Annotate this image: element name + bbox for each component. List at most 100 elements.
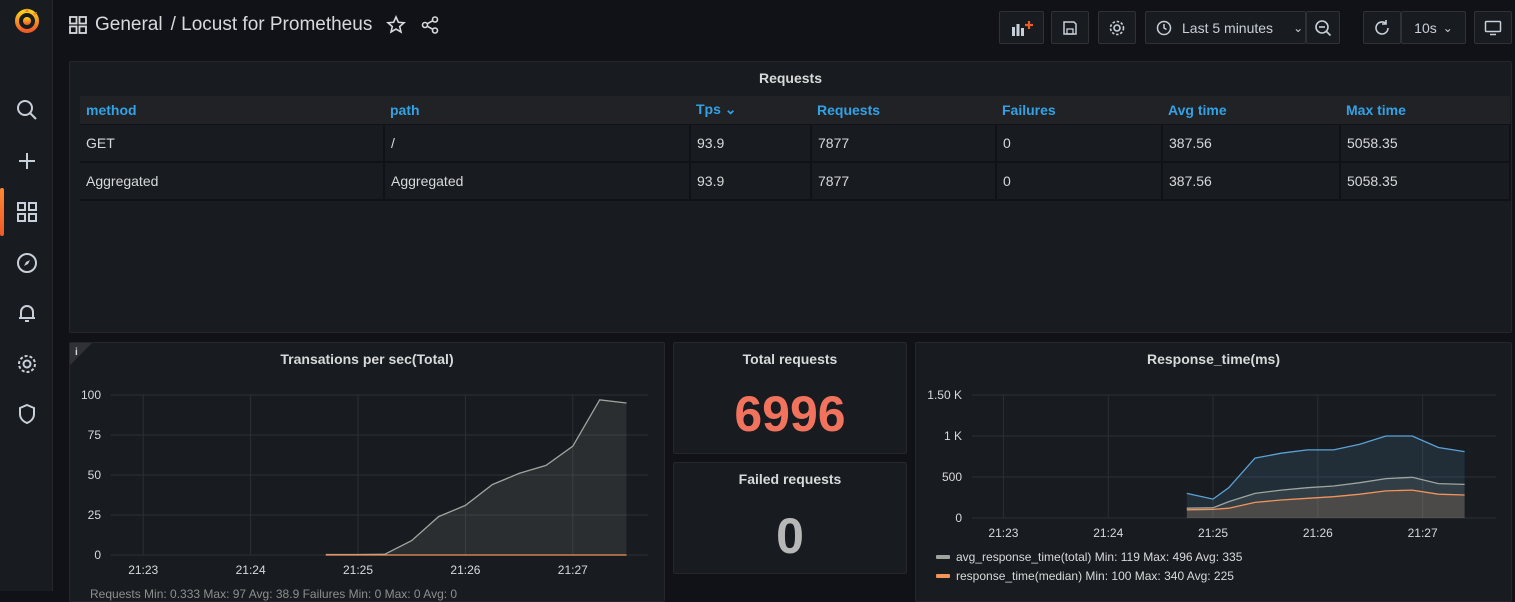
tv-mode-button[interactable] — [1474, 11, 1512, 44]
x-tick-label: 21:26 — [450, 563, 480, 577]
series-line — [1186, 476, 1465, 509]
grafana-logo-icon[interactable] — [13, 6, 41, 34]
series-area — [1186, 490, 1465, 518]
column-header-max-time[interactable]: Max time — [1340, 96, 1510, 125]
search-icon[interactable] — [14, 97, 40, 123]
panel-title[interactable]: Requests — [758, 70, 823, 86]
table-cell: 5058.35 — [1340, 162, 1511, 201]
time-range-picker[interactable]: Last 5 minutes ⌄ — [1145, 11, 1306, 44]
legend-label: response_time(median) Min: 100 Max: 340 … — [956, 569, 1234, 583]
refresh-interval-picker[interactable]: 10s ⌄ — [1401, 11, 1466, 44]
column-header-method[interactable]: method — [80, 96, 384, 125]
panel-title[interactable]: Response_time(ms) — [1146, 351, 1281, 367]
dashboard-settings-button[interactable] — [1098, 11, 1136, 44]
monitor-icon — [1484, 20, 1502, 35]
plus-icon[interactable] — [14, 148, 40, 174]
x-tick-label: 21:24 — [236, 563, 266, 577]
top-navbar: General / Locust for Prometheus Last 5 m… — [53, 0, 1515, 56]
zoom-out-button[interactable] — [1306, 11, 1340, 44]
series-line — [325, 399, 627, 556]
dashboard-grid-icon — [69, 16, 87, 34]
refresh-interval-label: 10s — [1414, 19, 1437, 36]
panel-title[interactable]: Failed requests — [738, 471, 842, 487]
x-tick-label: 21:25 — [343, 563, 373, 577]
refresh-button[interactable] — [1363, 11, 1401, 44]
series-line — [1186, 435, 1465, 500]
legend-partial: Requests Min: 0.333 Max: 97 Avg: 38.9 Fa… — [90, 587, 458, 601]
y-tick-label: 500 — [942, 470, 962, 484]
y-tick-label: 0 — [955, 511, 962, 525]
save-dashboard-button[interactable] — [1051, 11, 1089, 44]
y-tick-label: 25 — [88, 508, 102, 522]
table-cell: 5058.35 — [1340, 124, 1511, 163]
y-tick-label: 75 — [88, 428, 102, 442]
table-header-row: method path Tps ⌄ Requests Failures Avg … — [80, 96, 1510, 125]
table-cell: 7877 — [811, 124, 997, 163]
y-tick-label: 100 — [81, 388, 101, 402]
response-time-chart[interactable]: 0 500 1 K 1.50 K 21:23 21:24 21:25 21:26 21:27 — [916, 377, 1511, 577]
panel-title[interactable]: Transations per sec(Total) — [280, 351, 454, 367]
settings-gear-icon[interactable] — [14, 351, 40, 377]
table-cell: Aggregated — [384, 162, 691, 201]
column-header-requests[interactable]: Requests — [811, 96, 996, 125]
panel-info-corner-icon[interactable]: i — [70, 343, 92, 365]
failed-requests-value: 0 — [776, 508, 804, 564]
x-tick-label: 21:27 — [558, 563, 588, 577]
column-header-failures[interactable]: Failures — [996, 96, 1162, 125]
y-tick-label: 0 — [94, 548, 101, 562]
save-icon — [1063, 20, 1077, 35]
x-tick-label: 21:26 — [1303, 526, 1333, 540]
chevron-down-icon: ⌄ — [1442, 20, 1453, 35]
y-tick-label: 1 K — [944, 429, 962, 443]
tps-graph-panel: i Transations per sec(Total) 0 25 50 75 100 2… — [69, 342, 665, 602]
table-row: GET / 93.9 7877 0 387.56 5058.35 — [80, 124, 1511, 163]
requests-table: method path Tps ⌄ Requests Failures Avg … — [80, 96, 1511, 201]
time-range-label: Last 5 minutes — [1182, 19, 1274, 36]
column-header-tps[interactable]: Tps ⌄ — [690, 96, 811, 125]
legend-item[interactable]: avg_response_time(total) Min: 119 Max: 4… — [936, 550, 1242, 564]
share-icon[interactable] — [420, 15, 440, 35]
x-tick-label: 21:24 — [1093, 526, 1123, 540]
alerting-bell-icon[interactable] — [14, 300, 40, 326]
response-time-graph-panel: Response_time(ms) 0 500 1 K 1.50 K 21:23 21:2… — [915, 342, 1512, 602]
legend-swatch — [936, 555, 950, 559]
chevron-down-icon: ⌄ — [1293, 20, 1304, 35]
gear-icon — [1109, 20, 1125, 35]
column-header-path[interactable]: path — [384, 96, 690, 125]
y-tick-label: 50 — [88, 468, 102, 482]
total-requests-panel: Total requests 6996 — [673, 342, 907, 454]
column-header-avg-time[interactable]: Avg time — [1162, 96, 1340, 125]
series-area — [1186, 436, 1465, 518]
table-row: Aggregated Aggregated 93.9 7877 0 387.56… — [80, 162, 1511, 201]
add-panel-button[interactable] — [999, 11, 1044, 44]
table-cell: 93.9 — [690, 162, 812, 201]
active-indicator — [0, 188, 4, 236]
add-panel-icon — [1011, 20, 1033, 36]
explore-compass-icon[interactable] — [14, 250, 40, 276]
y-tick-label: 1.50 K — [927, 388, 962, 402]
panel-title[interactable]: Total requests — [742, 351, 838, 367]
x-tick-label: 21:23 — [128, 563, 158, 577]
table-cell: / — [384, 124, 691, 163]
dashboard-title[interactable]: / Locust for Prometheus — [170, 14, 373, 35]
tps-chart[interactable]: 0 25 50 75 100 21:23 21:24 21:25 21:26 21:27 — [70, 377, 664, 592]
series-area — [325, 399, 627, 555]
zoom-out-icon — [1315, 19, 1332, 36]
legend-item[interactable]: response_time(median) Min: 100 Max: 340 … — [936, 569, 1234, 583]
legend-label: avg_response_time(total) Min: 119 Max: 4… — [956, 550, 1243, 564]
x-tick-label: 21:23 — [988, 526, 1018, 540]
series-line — [1186, 489, 1465, 511]
sort-desc-icon: ⌄ — [724, 101, 737, 118]
table-cell: Aggregated — [80, 162, 385, 201]
table-cell: 93.9 — [690, 124, 812, 163]
total-requests-value: 6996 — [734, 386, 846, 442]
table-cell: 0 — [996, 124, 1163, 163]
refresh-icon — [1375, 19, 1389, 35]
info-icon: i — [75, 347, 78, 358]
clock-icon — [1156, 20, 1172, 35]
star-icon[interactable] — [386, 15, 407, 35]
folder-link[interactable]: General — [95, 14, 163, 35]
dashboards-icon[interactable] — [14, 199, 40, 225]
requests-table-panel: Requests method path Tps ⌄ Requests Fail… — [69, 61, 1512, 333]
shield-icon[interactable] — [14, 401, 40, 427]
